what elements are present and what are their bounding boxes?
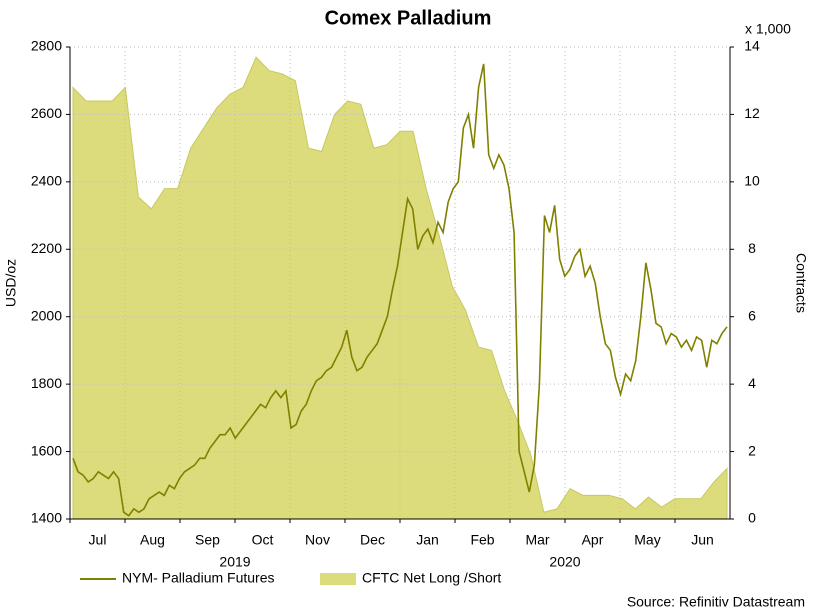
x-tick-label: Oct bbox=[252, 532, 274, 548]
y2-axis-label: Contracts bbox=[793, 253, 809, 313]
y2-unit: x 1,000 bbox=[745, 21, 791, 37]
y2-tick-label: 0 bbox=[748, 510, 756, 526]
y-tick-label: 2800 bbox=[31, 38, 62, 54]
x-tick-label: Nov bbox=[305, 532, 330, 548]
y2-tick-label: 2 bbox=[748, 442, 756, 458]
y-tick-label: 2600 bbox=[31, 105, 62, 121]
x-tick-label: Jul bbox=[89, 532, 107, 548]
x-tick-label: Aug bbox=[140, 532, 165, 548]
year-label: 2019 bbox=[219, 554, 250, 570]
line bbox=[72, 63, 728, 517]
y-tick-label: 2000 bbox=[31, 307, 62, 323]
x-tick-label: Jan bbox=[416, 532, 439, 548]
y2-tick-label: 8 bbox=[748, 240, 756, 256]
y2-tick-label: 12 bbox=[744, 105, 760, 121]
y-tick-label: 1600 bbox=[31, 442, 62, 458]
legend-label: CFTC Net Long /Short bbox=[362, 570, 501, 586]
y2-tick-label: 10 bbox=[744, 173, 760, 189]
x-tick-label: Sep bbox=[195, 532, 220, 548]
year-label: 2020 bbox=[549, 554, 580, 570]
x-tick-label: Feb bbox=[470, 532, 494, 548]
y2-tick-label: 14 bbox=[744, 38, 760, 54]
y-tick-label: 2400 bbox=[31, 173, 62, 189]
y-tick-label: 1400 bbox=[31, 510, 62, 526]
y-tick-label: 2200 bbox=[31, 240, 62, 256]
x-tick-label: Apr bbox=[582, 532, 604, 548]
area bbox=[72, 56, 728, 520]
y2-tick-label: 4 bbox=[748, 375, 756, 391]
x-tick-label: Mar bbox=[525, 532, 549, 548]
y-tick-label: 1800 bbox=[31, 375, 62, 391]
legend-label: NYM- Palladium Futures bbox=[122, 570, 275, 586]
legend-swatch bbox=[320, 573, 356, 585]
x-tick-label: Dec bbox=[360, 532, 385, 548]
y-axis-label: USD/oz bbox=[3, 259, 19, 307]
y2-tick-label: 6 bbox=[748, 307, 756, 323]
chart-title: Comex Palladium bbox=[325, 7, 492, 29]
source: Source: Refinitiv Datastream bbox=[627, 594, 805, 610]
x-tick-label: May bbox=[634, 532, 660, 548]
x-tick-label: Jun bbox=[691, 532, 714, 548]
